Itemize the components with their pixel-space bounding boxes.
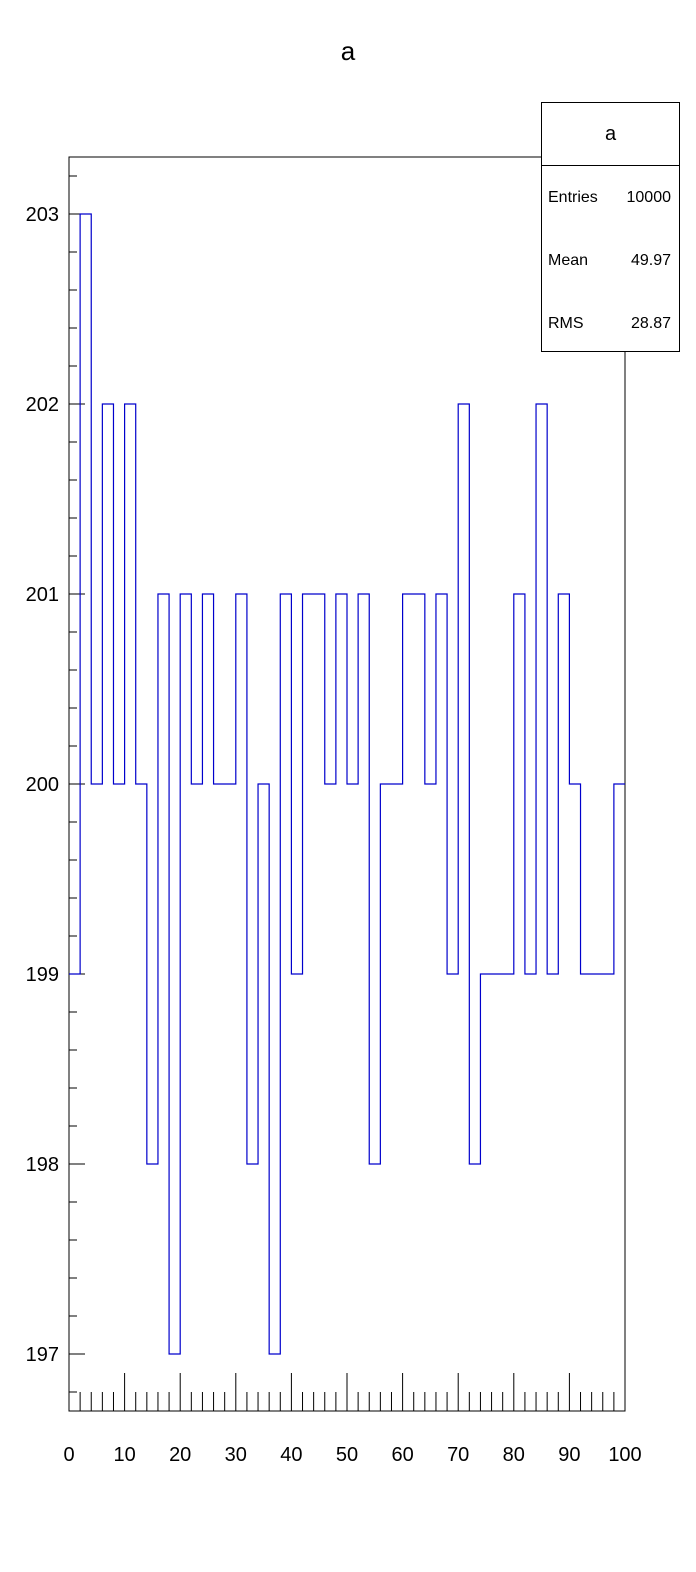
x-tick-label: 0	[63, 1444, 74, 1466]
x-tick-label: 60	[391, 1444, 413, 1466]
stats-row-mean: Mean 49.97	[542, 252, 679, 272]
y-tick-label: 202	[26, 394, 59, 416]
x-tick-label: 90	[558, 1444, 580, 1466]
y-tick-label: 199	[26, 964, 59, 986]
stats-row-entries: Entries 10000	[542, 189, 679, 209]
stats-value: 10000	[626, 189, 672, 206]
y-axis: 197 198 199 200 201 202 203	[26, 175, 85, 1393]
stats-label: Mean	[548, 252, 589, 269]
stats-box: a Entries 10000 Mean 49.97 RMS 28.87	[541, 102, 680, 352]
stats-label: Entries	[548, 189, 598, 206]
stats-row-rms: RMS 28.87	[542, 315, 679, 335]
y-tick-label: 201	[26, 584, 59, 606]
x-tick-label: 70	[447, 1444, 469, 1466]
stats-label: RMS	[548, 315, 584, 332]
x-tick-label: 50	[336, 1444, 358, 1466]
x-tick-label: 100	[608, 1444, 641, 1466]
y-tick-label: 198	[26, 1154, 59, 1176]
x-axis: 0 10 20 30 40 50 60 70 80 90 100	[63, 1373, 642, 1466]
y-tick-label: 197	[26, 1344, 59, 1366]
stats-value: 28.87	[630, 315, 671, 332]
chart-title: a	[340, 36, 356, 66]
y-tick-label: 200	[26, 774, 59, 796]
histogram-outline	[69, 213, 625, 1355]
x-tick-label: 20	[169, 1444, 191, 1466]
x-tick-label: 10	[113, 1444, 135, 1466]
x-tick-label: 40	[280, 1444, 302, 1466]
stats-value: 49.97	[630, 252, 671, 269]
x-tick-label: 80	[503, 1444, 525, 1466]
stats-title: a	[542, 103, 679, 166]
x-tick-label: 30	[225, 1444, 247, 1466]
y-tick-label: 203	[26, 204, 59, 226]
